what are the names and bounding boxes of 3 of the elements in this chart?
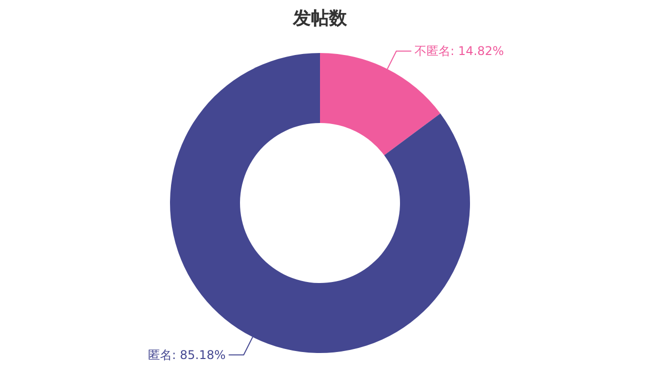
chart-title: 发帖数 — [292, 8, 348, 29]
slice-label: 不匿名: 14.82% — [414, 44, 504, 58]
slice-label: 匿名: 85.18% — [148, 348, 226, 362]
